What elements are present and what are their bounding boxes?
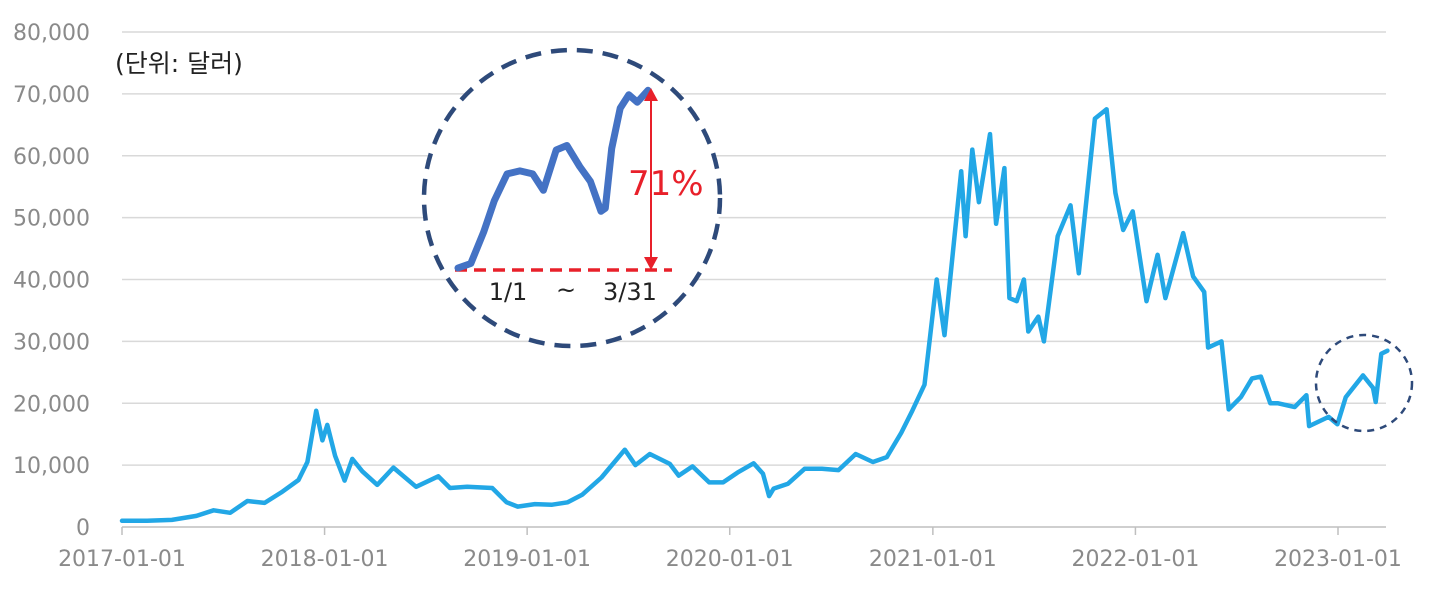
y-tick-label: 10,000 — [13, 454, 90, 479]
inset-start-date: 1/1 — [489, 278, 528, 306]
price-series-line — [122, 109, 1387, 521]
y-tick-label: 60,000 — [13, 145, 90, 170]
inset-tilde: ~ — [556, 276, 576, 304]
y-axis-tick-labels: 0 10,000 20,000 30,000 40,000 50,000 60,000 70,… — [13, 21, 90, 541]
y-tick-label: 40,000 — [13, 269, 90, 294]
x-axis — [122, 527, 1386, 535]
y-tick-label: 30,000 — [13, 330, 90, 355]
x-tick-label: 2017-01-01 — [58, 547, 186, 572]
y-tick-label: 50,000 — [13, 207, 90, 232]
y-gridlines — [122, 32, 1386, 465]
x-tick-label: 2019-01-01 — [463, 547, 591, 572]
x-axis-tick-labels: 2017-01-01 2018-01-01 2019-01-01 2020-01-01… — [58, 547, 1402, 572]
x-tick-label: 2020-01-01 — [666, 547, 794, 572]
x-tick-label: 2021-01-01 — [869, 547, 997, 572]
inset-zoom: 71% 1/1 ~ 3/31 — [424, 50, 720, 346]
y-tick-label: 80,000 — [13, 21, 90, 46]
unit-label: (단위: 달러) — [115, 49, 243, 78]
x-tick-label: 2023-01-01 — [1274, 547, 1402, 572]
y-tick-label: 0 — [76, 516, 90, 541]
inset-end-date: 3/31 — [603, 278, 657, 306]
x-tick-label: 2018-01-01 — [261, 547, 389, 572]
y-tick-label: 20,000 — [13, 392, 90, 417]
inset-change-label: 71% — [628, 164, 704, 204]
y-tick-label: 70,000 — [13, 83, 90, 108]
x-tick-label: 2022-01-01 — [1071, 547, 1199, 572]
